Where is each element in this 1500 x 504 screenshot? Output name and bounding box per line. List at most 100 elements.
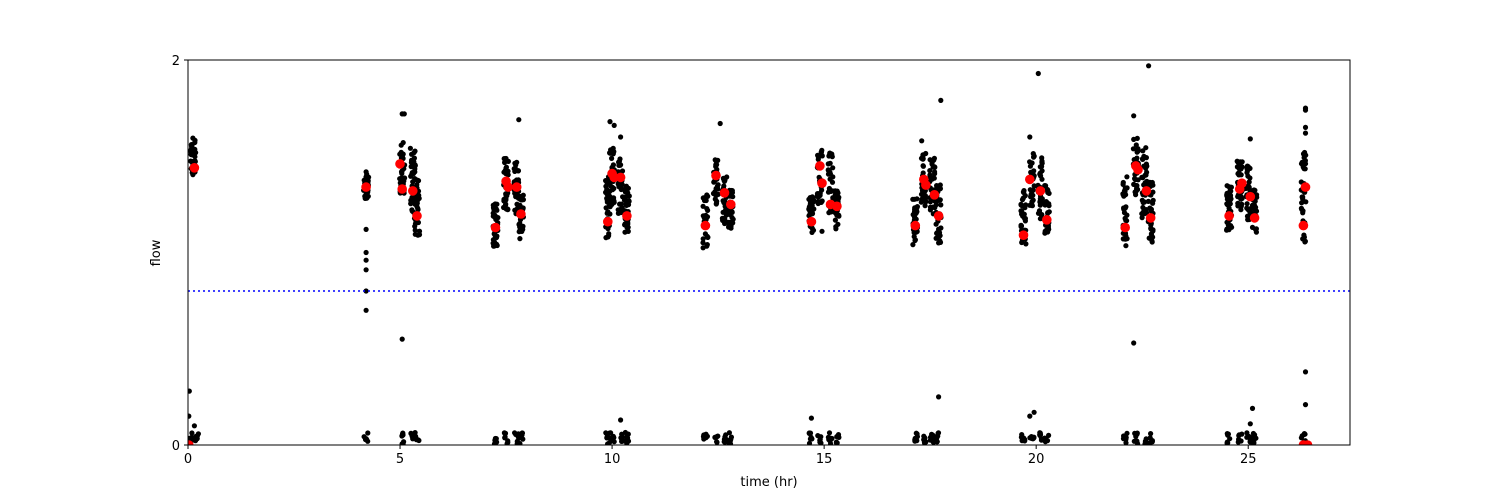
sample-point bbox=[619, 438, 625, 444]
outlier-point bbox=[399, 336, 405, 342]
sample-point bbox=[827, 169, 833, 175]
sample-point bbox=[934, 439, 940, 445]
sample-point bbox=[713, 158, 719, 164]
outlier-point bbox=[1031, 409, 1037, 415]
outlier-point bbox=[1249, 405, 1256, 411]
sample-point bbox=[1046, 201, 1052, 207]
sample-point bbox=[1245, 183, 1251, 189]
sample-point bbox=[1247, 175, 1253, 181]
mean-point bbox=[188, 440, 194, 445]
outlier-point bbox=[607, 119, 613, 125]
sample-point bbox=[517, 441, 523, 445]
sample-point bbox=[189, 142, 195, 148]
sample-point bbox=[914, 431, 920, 437]
sample-point bbox=[411, 150, 417, 156]
sample-point bbox=[512, 168, 518, 174]
sample-point bbox=[618, 186, 624, 193]
mean-point bbox=[503, 182, 513, 192]
sample-point bbox=[623, 186, 629, 192]
sample-point bbox=[927, 199, 934, 205]
mean-point bbox=[1141, 186, 1152, 196]
sample-point bbox=[622, 229, 628, 235]
sample-point bbox=[1037, 432, 1043, 438]
sample-point bbox=[408, 201, 414, 207]
sample-point bbox=[363, 169, 369, 175]
sample-point bbox=[494, 201, 500, 207]
mean-point bbox=[929, 190, 940, 200]
sample-point bbox=[700, 203, 706, 209]
y-axis-label: flow bbox=[149, 239, 164, 266]
sample-point bbox=[930, 439, 936, 445]
mean-point bbox=[1249, 213, 1260, 223]
x-tick-label: 5 bbox=[396, 452, 404, 467]
mean-point bbox=[910, 220, 921, 231]
sample-point bbox=[818, 440, 824, 445]
sample-point bbox=[625, 190, 631, 196]
sample-point bbox=[415, 232, 421, 238]
mean-point bbox=[1018, 230, 1029, 240]
sample-point bbox=[520, 436, 526, 442]
sample-point bbox=[609, 155, 615, 161]
sample-point bbox=[1020, 195, 1026, 201]
sample-point bbox=[819, 153, 825, 159]
outlier-point bbox=[1027, 134, 1033, 140]
sample-point bbox=[710, 190, 717, 197]
sample-point bbox=[1124, 236, 1130, 242]
sample-point bbox=[1134, 135, 1140, 141]
sample-point bbox=[935, 433, 941, 439]
sample-point bbox=[519, 432, 525, 438]
sample-point bbox=[1139, 197, 1145, 203]
sample-point bbox=[825, 161, 831, 167]
sample-point bbox=[835, 213, 841, 219]
sample-point bbox=[1244, 170, 1250, 176]
outlier-point bbox=[1146, 63, 1152, 69]
sample-point bbox=[413, 177, 420, 183]
mean-point bbox=[1025, 174, 1035, 185]
sample-point bbox=[1045, 187, 1051, 194]
sample-point bbox=[1045, 210, 1051, 216]
sample-point bbox=[511, 430, 518, 436]
sample-point bbox=[834, 440, 840, 445]
sample-point bbox=[913, 229, 919, 235]
sample-point bbox=[365, 430, 371, 436]
mean-point bbox=[603, 216, 613, 227]
outlier-point bbox=[363, 226, 369, 232]
sample-point bbox=[1037, 210, 1043, 216]
sample-point bbox=[700, 240, 706, 246]
sample-point bbox=[492, 212, 498, 218]
sample-point bbox=[806, 440, 813, 445]
sample-point bbox=[1224, 226, 1230, 232]
x-tick-label: 20 bbox=[1028, 452, 1045, 467]
sample-point bbox=[193, 433, 199, 439]
sample-point bbox=[505, 206, 511, 212]
sample-point bbox=[1143, 155, 1149, 161]
sample-point bbox=[712, 434, 718, 440]
sample-point bbox=[826, 430, 833, 436]
sample-point bbox=[912, 207, 918, 213]
outlier-point bbox=[363, 257, 369, 263]
outlier-point bbox=[1247, 421, 1253, 427]
sample-point bbox=[1019, 239, 1025, 246]
sample-point bbox=[806, 213, 812, 219]
outlier-point bbox=[188, 388, 192, 394]
outlier-point bbox=[1302, 402, 1309, 408]
sample-point bbox=[1132, 430, 1138, 436]
sample-point bbox=[1299, 194, 1305, 200]
outlier-point bbox=[1131, 340, 1137, 346]
mean-point bbox=[1302, 440, 1313, 445]
sample-point bbox=[414, 204, 420, 210]
sample-point bbox=[703, 435, 709, 441]
outlier-point bbox=[363, 288, 369, 294]
mean-point bbox=[615, 172, 626, 183]
sample-point bbox=[914, 196, 920, 202]
sample-point bbox=[608, 201, 614, 207]
sample-point bbox=[607, 430, 614, 436]
mean-point bbox=[622, 211, 632, 221]
sample-point bbox=[623, 194, 629, 200]
sample-point bbox=[1027, 202, 1033, 208]
sample-point bbox=[711, 179, 717, 185]
sample-point bbox=[929, 431, 935, 437]
sample-point bbox=[1134, 149, 1140, 155]
sample-point bbox=[1228, 196, 1234, 202]
sample-point bbox=[933, 202, 939, 208]
